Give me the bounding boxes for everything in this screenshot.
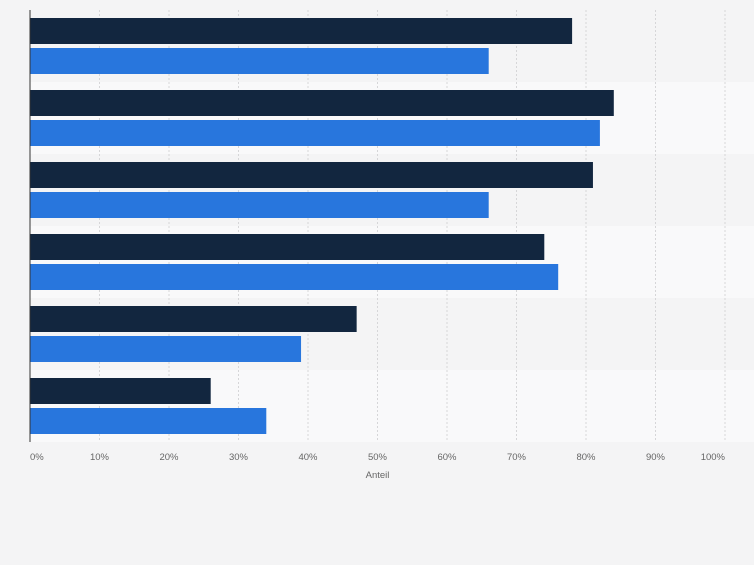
bar-series-2[interactable] bbox=[30, 264, 559, 290]
x-tick-label: 70% bbox=[507, 452, 527, 463]
x-axis-label: Anteil bbox=[366, 470, 390, 481]
bar-series-2[interactable] bbox=[30, 192, 489, 218]
x-tick-label: 20% bbox=[159, 452, 179, 463]
bar-series-1[interactable] bbox=[30, 234, 545, 260]
bar-series-2[interactable] bbox=[30, 48, 489, 74]
bar-series-2[interactable] bbox=[30, 408, 267, 434]
bar-series-1[interactable] bbox=[30, 306, 357, 332]
x-tick-label: 30% bbox=[229, 452, 249, 463]
gridlines bbox=[99, 10, 726, 442]
bar-series-1[interactable] bbox=[30, 378, 211, 404]
bar-series-2[interactable] bbox=[30, 336, 302, 362]
row-bands bbox=[30, 10, 754, 442]
x-tick-label: 100% bbox=[701, 452, 726, 463]
x-tick-label: 60% bbox=[437, 452, 457, 463]
bar-series-2[interactable] bbox=[30, 120, 600, 146]
bar-series-1[interactable] bbox=[30, 90, 614, 116]
x-tick-label: 80% bbox=[576, 452, 596, 463]
x-tick-label: 0% bbox=[30, 452, 44, 463]
x-tick-label: 50% bbox=[368, 452, 388, 463]
bar-series-1[interactable] bbox=[30, 18, 573, 44]
bar-series-1[interactable] bbox=[30, 162, 593, 188]
x-tick-label: 90% bbox=[646, 452, 666, 463]
x-tick-label: 10% bbox=[90, 452, 110, 463]
bars bbox=[30, 18, 614, 434]
x-tick-label: 40% bbox=[298, 452, 318, 463]
x-tick-labels: 0% 10% 20% 30% 40% 50% 60% 70% 80% 90% 100% bbox=[30, 452, 726, 463]
